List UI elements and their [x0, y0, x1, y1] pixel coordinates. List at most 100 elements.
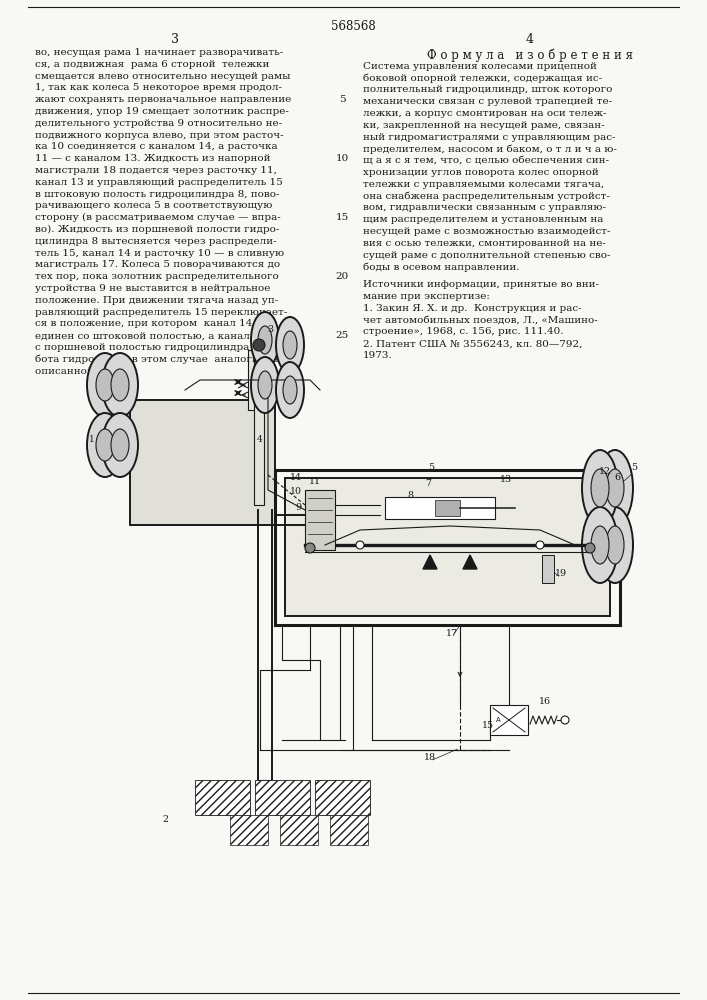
Ellipse shape — [582, 450, 618, 526]
Text: хронизации углов поворота колес опорной: хронизации углов поворота колес опорной — [363, 168, 599, 177]
Ellipse shape — [591, 469, 609, 507]
Text: вия с осью тележки, смонтированной на не-: вия с осью тележки, смонтированной на не… — [363, 239, 606, 248]
Text: 568568: 568568 — [331, 20, 375, 33]
Text: устройства 9 не выставится в нейтральное: устройства 9 не выставится в нейтральное — [35, 284, 270, 293]
Text: 1. Закин Я. Х. и др.  Конструкция и рас-: 1. Закин Я. Х. и др. Конструкция и рас- — [363, 304, 582, 313]
Text: 4: 4 — [257, 436, 263, 444]
Text: 1, так как колеса 5 некоторое время продол-: 1, так как колеса 5 некоторое время прод… — [35, 83, 282, 92]
Ellipse shape — [87, 353, 123, 417]
Text: 18: 18 — [424, 752, 436, 762]
Text: 5: 5 — [339, 95, 345, 104]
Ellipse shape — [276, 317, 304, 373]
Circle shape — [585, 543, 595, 553]
Text: 13: 13 — [500, 475, 512, 484]
Text: 10: 10 — [290, 488, 302, 496]
Bar — [385, 497, 495, 519]
Text: строение», 1968, с. 156, рис. 111.40.: строение», 1968, с. 156, рис. 111.40. — [363, 327, 563, 336]
Text: 11: 11 — [309, 478, 321, 487]
Ellipse shape — [102, 413, 138, 477]
Ellipse shape — [251, 357, 279, 413]
Text: она снабжена распределительным устройст-: она снабжена распределительным устройст- — [363, 192, 610, 201]
Text: пределителем, насосом и баком, о т л и ч а ю-: пределителем, насосом и баком, о т л и ч… — [363, 144, 617, 154]
Ellipse shape — [102, 353, 138, 417]
Ellipse shape — [96, 429, 114, 461]
Text: во, несущая рама 1 начинает разворачивать-: во, несущая рама 1 начинает разворачиват… — [35, 48, 284, 57]
Ellipse shape — [582, 507, 618, 583]
Bar — [285, 478, 610, 616]
Ellipse shape — [597, 450, 633, 526]
Text: 4: 4 — [526, 33, 534, 46]
Text: Система управления колесами прицепной: Система управления колесами прицепной — [363, 62, 597, 71]
Text: ки, закрепленной на несущей раме, связан-: ки, закрепленной на несущей раме, связан… — [363, 121, 604, 130]
Bar — [490, 705, 528, 735]
Text: A: A — [496, 717, 501, 723]
Text: 10: 10 — [335, 154, 349, 163]
Text: во). Жидкость из поршневой полости гидро-: во). Жидкость из поршневой полости гидро… — [35, 225, 279, 234]
Polygon shape — [423, 555, 437, 569]
Ellipse shape — [87, 413, 123, 477]
Bar — [255, 780, 310, 815]
Ellipse shape — [96, 369, 114, 401]
Text: Ф о р м у л а   и з о б р е т е н и я: Ф о р м у л а и з о б р е т е н и я — [427, 48, 633, 62]
Polygon shape — [463, 555, 477, 569]
Text: смещается влево относительно несущей рамы: смещается влево относительно несущей рам… — [35, 72, 291, 81]
Ellipse shape — [111, 429, 129, 461]
Text: мание при экспертизе:: мание при экспертизе: — [363, 292, 490, 301]
Text: 1: 1 — [89, 436, 95, 444]
Ellipse shape — [597, 507, 633, 583]
Text: несущей раме с возможностью взаимодейст-: несущей раме с возможностью взаимодейст- — [363, 227, 611, 236]
Text: рачивающего колеса 5 в соответствующую: рачивающего колеса 5 в соответствующую — [35, 201, 272, 210]
Bar — [542, 555, 554, 583]
Ellipse shape — [283, 331, 297, 359]
Text: 6: 6 — [614, 474, 620, 483]
Text: делительного устройства 9 относительно не-: делительного устройства 9 относительно н… — [35, 119, 282, 128]
Text: 12: 12 — [599, 466, 611, 476]
Text: 9: 9 — [295, 504, 301, 512]
Bar — [254, 340, 264, 505]
Bar — [315, 780, 370, 815]
Ellipse shape — [258, 371, 272, 399]
Ellipse shape — [283, 376, 297, 404]
Text: тех пор, пока золотник распределительного: тех пор, пока золотник распределительног… — [35, 272, 279, 281]
Ellipse shape — [276, 362, 304, 418]
Text: 14: 14 — [290, 474, 302, 483]
Text: сторону (в рассматриваемом случае — впра-: сторону (в рассматриваемом случае — впра… — [35, 213, 281, 222]
Text: 5: 5 — [428, 464, 434, 473]
Text: боковой опорной тележки, содержащая ис-: боковой опорной тележки, содержащая ис- — [363, 74, 602, 83]
Text: 1973.: 1973. — [363, 351, 393, 360]
Text: щ а я с я тем, что, с целью обеспечения син-: щ а я с я тем, что, с целью обеспечения … — [363, 156, 609, 165]
Circle shape — [253, 339, 265, 351]
Text: бота гидросхемы в этом случае  аналогична: бота гидросхемы в этом случае аналогична — [35, 355, 279, 364]
Text: ся в положение, при котором  канал 14 со-: ся в положение, при котором канал 14 со- — [35, 319, 271, 328]
Circle shape — [356, 541, 364, 549]
Text: ся, а подвижная  рама 6 сторной  тележки: ся, а подвижная рама 6 сторной тележки — [35, 60, 269, 69]
Bar — [248, 350, 268, 410]
Text: подвижного корпуса влево, при этом расточ-: подвижного корпуса влево, при этом расто… — [35, 131, 284, 140]
Text: с поршневой полостью гидроцилиндра 8. Ра-: с поршневой полостью гидроцилиндра 8. Ра… — [35, 343, 282, 352]
Text: 3: 3 — [267, 326, 273, 334]
Text: вом, гидравлически связанным с управляю-: вом, гидравлически связанным с управляю- — [363, 203, 606, 212]
Text: щим распределителем и установленным на: щим распределителем и установленным на — [363, 215, 603, 224]
Text: ный гидромагистралями с управляющим рас-: ный гидромагистралями с управляющим рас- — [363, 133, 616, 142]
Text: канал 13 и управляющий распределитель 15: канал 13 и управляющий распределитель 15 — [35, 178, 283, 187]
Text: жают сохранять первоначальное направление: жают сохранять первоначальное направлени… — [35, 95, 291, 104]
Ellipse shape — [251, 312, 279, 368]
Bar — [305, 490, 335, 550]
Text: 15: 15 — [335, 213, 349, 222]
Text: 20: 20 — [335, 272, 349, 281]
Text: положение. При движении тягача назад уп-: положение. При движении тягача назад уп- — [35, 296, 279, 305]
Text: описанной выше.: описанной выше. — [35, 367, 130, 376]
Bar — [330, 815, 368, 845]
Circle shape — [561, 716, 569, 724]
Text: 2: 2 — [162, 816, 168, 824]
Text: 15: 15 — [482, 720, 494, 730]
Text: полнительный гидроцилиндр, шток которого: полнительный гидроцилиндр, шток которого — [363, 85, 612, 94]
Ellipse shape — [111, 369, 129, 401]
Text: 17: 17 — [446, 629, 458, 638]
Bar — [195, 780, 250, 815]
Ellipse shape — [606, 469, 624, 507]
Text: 3: 3 — [171, 33, 179, 46]
Text: сущей раме с дополнительной степенью сво-: сущей раме с дополнительной степенью сво… — [363, 251, 611, 260]
Text: единен со штоковой полостью, а канал 13 —: единен со штоковой полостью, а канал 13 … — [35, 331, 280, 340]
Bar — [435, 500, 460, 516]
